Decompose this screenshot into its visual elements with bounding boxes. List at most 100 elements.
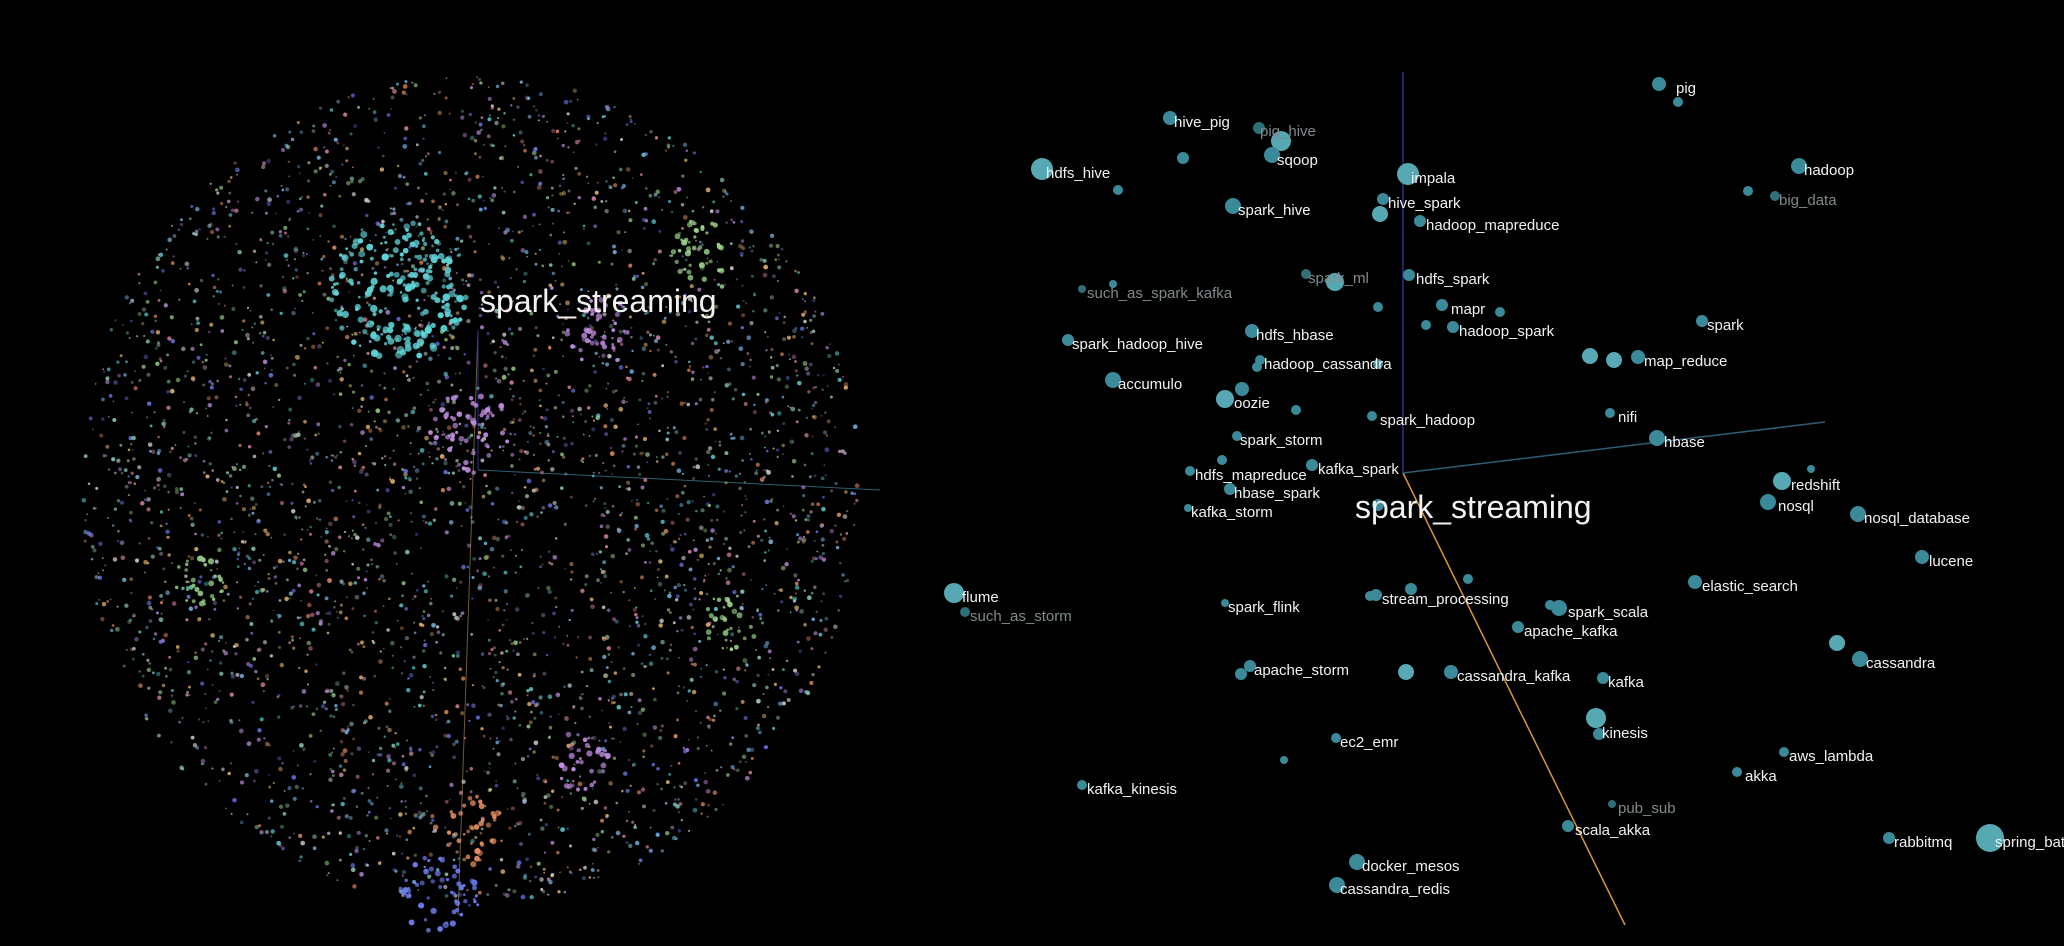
cloud-point-3034[interactable] <box>351 607 355 611</box>
cloud-point-667[interactable] <box>408 489 413 495</box>
cloud-point-38[interactable] <box>427 321 431 325</box>
cloud-point-3455[interactable] <box>466 449 469 453</box>
cloud-point-100[interactable] <box>678 656 680 659</box>
cloud-point-756[interactable] <box>767 336 769 338</box>
cloud-point-1756[interactable] <box>800 336 804 339</box>
cloud-point-1273[interactable] <box>205 474 210 479</box>
cloud-point-559[interactable] <box>531 632 535 635</box>
cloud-point-3791[interactable] <box>401 328 406 333</box>
cloud-point-678[interactable] <box>132 647 136 651</box>
cloud-point-3324[interactable] <box>683 293 687 297</box>
cloud-point-597[interactable] <box>111 624 115 627</box>
cloud-point-1960[interactable] <box>718 440 722 444</box>
cloud-point-3017[interactable] <box>324 553 327 556</box>
cloud-point-3568[interactable] <box>519 565 523 569</box>
cloud-point-1099[interactable] <box>315 663 318 666</box>
cloud-point-3787[interactable] <box>349 252 355 257</box>
cloud-point-2322[interactable] <box>343 759 348 763</box>
cloud-point-3904[interactable] <box>716 268 722 273</box>
cloud-point-3482[interactable] <box>245 402 249 407</box>
cloud-point-3303[interactable] <box>194 546 199 552</box>
cloud-point-2333[interactable] <box>296 616 300 620</box>
cloud-point-3223[interactable] <box>420 319 423 322</box>
cloud-point-847[interactable] <box>291 638 294 642</box>
cloud-point-1151[interactable] <box>114 471 117 475</box>
cloud-point-3340[interactable] <box>390 640 395 646</box>
cloud-point-2854[interactable] <box>698 397 703 402</box>
cloud-point-1747[interactable] <box>339 740 344 744</box>
cloud-point-1270[interactable] <box>753 403 756 407</box>
cloud-point-4117[interactable] <box>724 638 728 642</box>
cloud-point-1472[interactable] <box>628 599 631 602</box>
cloud-point-34[interactable] <box>105 379 110 385</box>
cloud-point-561[interactable] <box>229 762 233 765</box>
cloud-point-4031[interactable] <box>470 826 475 831</box>
neighbor-dot[interactable] <box>1370 589 1382 601</box>
cloud-point-1688[interactable] <box>258 558 262 562</box>
cloud-point-1668[interactable] <box>489 546 495 552</box>
cloud-point-1311[interactable] <box>681 472 684 476</box>
cloud-point-3285[interactable] <box>756 534 760 538</box>
cloud-point-1550[interactable] <box>593 370 597 374</box>
cloud-point-2876[interactable] <box>523 410 527 413</box>
cloud-point-211[interactable] <box>189 407 194 412</box>
cloud-point-86[interactable] <box>539 431 542 435</box>
cloud-point-414[interactable] <box>313 169 318 174</box>
cloud-point-475[interactable] <box>622 771 628 776</box>
cloud-point-3540[interactable] <box>487 117 492 122</box>
cloud-point-1342[interactable] <box>250 631 254 635</box>
cloud-point-3449[interactable] <box>470 461 473 464</box>
cloud-point-425[interactable] <box>418 323 422 327</box>
cloud-point-4022[interactable] <box>432 824 439 830</box>
cloud-point-26[interactable] <box>553 406 558 410</box>
cloud-point-3394[interactable] <box>415 226 418 228</box>
cloud-point-107[interactable] <box>296 164 301 169</box>
cloud-point-3518[interactable] <box>514 554 518 557</box>
cloud-point-3666[interactable] <box>353 267 358 272</box>
cloud-point-232[interactable] <box>170 261 175 265</box>
cloud-point-3575[interactable] <box>488 867 492 871</box>
cloud-point-1012[interactable] <box>277 558 283 564</box>
cloud-point-3036[interactable] <box>474 121 477 124</box>
cloud-point-131[interactable] <box>394 732 397 735</box>
cloud-point-2265[interactable] <box>342 796 346 800</box>
cloud-point-997[interactable] <box>781 668 785 672</box>
cloud-point-3691[interactable] <box>449 314 453 318</box>
cloud-point-951[interactable] <box>264 741 270 747</box>
cloud-point-3251[interactable] <box>629 120 633 124</box>
cloud-point-1681[interactable] <box>813 400 818 405</box>
cloud-point-563[interactable] <box>786 697 791 703</box>
cloud-point-1111[interactable] <box>563 686 566 688</box>
cloud-point-3400[interactable] <box>342 729 346 732</box>
cloud-point-1796[interactable] <box>585 175 589 178</box>
cloud-point-1983[interactable] <box>148 661 152 665</box>
cloud-point-450[interactable] <box>150 554 155 559</box>
cloud-point-974[interactable] <box>251 211 254 214</box>
cloud-point-1974[interactable] <box>170 338 176 344</box>
cloud-point-444[interactable] <box>406 687 411 693</box>
cloud-point-4089[interactable] <box>418 902 425 909</box>
cloud-point-3279[interactable] <box>699 675 702 678</box>
cloud-point-2065[interactable] <box>679 503 684 507</box>
cloud-point-3348[interactable] <box>510 398 514 401</box>
cloud-point-3730[interactable] <box>399 291 403 294</box>
cloud-point-3097[interactable] <box>448 276 453 281</box>
cloud-point-1394[interactable] <box>287 264 290 267</box>
cloud-point-3965[interactable] <box>203 562 208 567</box>
cloud-point-1556[interactable] <box>285 803 290 808</box>
cloud-point-3717[interactable] <box>403 323 411 331</box>
cloud-point-2554[interactable] <box>316 517 319 520</box>
cloud-point-1689[interactable] <box>705 187 711 193</box>
cloud-point-661[interactable] <box>141 322 145 326</box>
cloud-point-1846[interactable] <box>505 893 510 898</box>
cloud-point-2887[interactable] <box>600 200 604 203</box>
cloud-point-3438[interactable] <box>658 559 663 564</box>
cloud-point-261[interactable] <box>401 594 404 597</box>
cloud-point-1691[interactable] <box>625 788 630 793</box>
cloud-point-631[interactable] <box>159 601 164 605</box>
cloud-point-2061[interactable] <box>607 653 611 656</box>
cloud-point-2262[interactable] <box>556 850 560 855</box>
cloud-point-536[interactable] <box>556 314 559 318</box>
cloud-point-3380[interactable] <box>298 859 302 863</box>
cloud-point-1032[interactable] <box>431 622 436 628</box>
